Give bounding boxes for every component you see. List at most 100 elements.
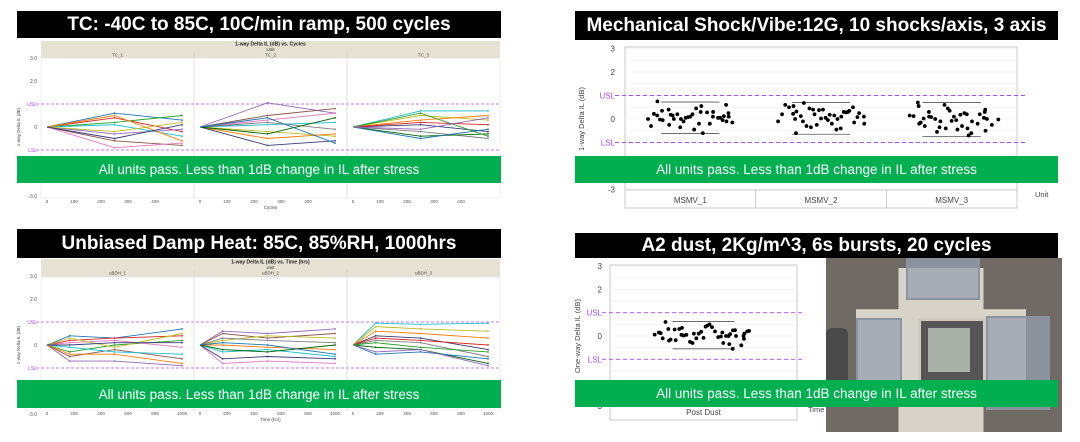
tc-series-point [487,133,489,135]
udh-x-tick-label: 200 [70,411,78,416]
tc-series-point [334,112,336,115]
tc-series-point [487,137,489,140]
ms-data-point [949,118,954,123]
ms-data-point [791,104,796,108]
ms-data-point [798,114,803,119]
dust-data-point [690,341,695,345]
dust-y-axis-label: One-way Delta IL (dB) [573,299,582,373]
tc-series-point [419,135,422,138]
ms-data-point [857,111,862,116]
dust-data-point [707,322,712,327]
ms-data-point [724,119,729,124]
ms-data-point [793,117,798,121]
ms-data-point [916,104,921,108]
tc-series-point [113,133,116,135]
udh-series-point [221,332,224,335]
tc-facet-label: TC_2 [265,53,277,58]
udh-series-point [334,344,336,346]
ms-data-point [670,113,675,118]
tc-series-point [181,128,183,131]
tc-series-point [334,107,336,110]
ms-data-point [722,114,726,119]
tc-x-tick-label: 200 [250,199,258,204]
udh-series-point [221,362,224,365]
dust-data-point [713,329,717,334]
dust-data-point [747,328,751,333]
ms-data-point [649,124,653,128]
udh-series-line [352,344,489,364]
ms-data-point [811,107,815,112]
tc-x-axis-label: Cycles [264,205,278,210]
udh-series-point [68,344,71,346]
ms-y-tick-label: -3 [608,186,616,195]
udh-chart-title: 1-way Delta IL (dB) vs. Time (hrs) [231,260,310,266]
dust-data-point [739,343,744,348]
udh-x-tick-label: 1000 [483,411,494,416]
udh-series-point [221,351,224,353]
ms-data-point [699,104,704,108]
ms-data-point [826,118,830,123]
tc-x-tick-label: 300 [277,199,285,204]
ms-data-point [660,108,664,113]
udh-x-axis-label: Time (hrs) [260,417,281,422]
udh-series-line [352,344,489,360]
udh-x-tick-label: 800 [151,411,159,416]
tc-y-tick-label: -3.0 [28,194,37,200]
ms-data-point [852,120,857,125]
ms-data-point [821,107,825,112]
udh-series-line [46,344,183,355]
tc-y-tick-label: 0 [34,125,37,131]
tc-series-point [113,116,116,119]
dust-data-point [699,329,704,334]
udh-series-point [68,341,71,344]
udh-series-point [266,332,269,335]
tc-series-point [181,121,183,124]
udh-series-point [68,339,71,342]
udh-y-tick-label: 2.0 [30,297,37,303]
udh-x-tick-label: 1000 [330,411,341,416]
ms-data-point [960,124,964,128]
tc-series-point [113,137,116,140]
ms-data-point [675,112,680,117]
udh-series-point [487,348,489,351]
ms-data-point [697,121,701,126]
ms-y-axis-label: 1-way Delta IL (dB) [577,87,586,151]
udh-x-tick-label: 1000 [177,411,188,416]
tc-series-point [181,130,183,133]
udh-series-point [334,353,336,356]
tc-series-point [266,130,269,133]
ms-data-point [711,110,716,114]
ms-data-point [933,117,938,121]
dust-data-point [692,331,696,336]
udh-series-point [419,337,422,339]
tc-series-point [266,133,269,135]
udh-series-point [113,348,116,351]
ms-category-label: MSMV_2 [805,196,838,205]
dust-data-point [730,346,735,351]
dust-pass-banner: All units pass. Less than 1dB change in … [575,380,1058,407]
udh-series-line [199,344,336,353]
tc-series-point [334,135,336,138]
udh-series-point [68,351,71,353]
tc-chart-title: 1-way Delta IL (dB) vs. Cycles [235,42,306,48]
udh-series-point [221,330,224,333]
ms-data-point [667,122,672,127]
ms-data-point [921,116,926,121]
udh-series-point [68,334,71,337]
ms-data-point [985,117,989,121]
ms-data-point [688,114,693,119]
ms-data-point [720,118,725,123]
tc-series-point [419,110,422,112]
tc-facet-header [41,41,500,58]
udh-series-point [266,355,269,358]
udh-x-tick-label: 0 [46,411,49,416]
tc-series-point [266,116,269,119]
udh-x-tick-label: 600 [277,411,285,416]
ms-data-point [671,117,676,121]
ms-data-point [705,110,709,115]
ms-data-point [926,110,931,114]
ms-data-point [989,122,994,127]
udh-series-point [221,341,224,344]
tc-series-point [181,135,183,138]
ms-data-point [814,122,819,127]
